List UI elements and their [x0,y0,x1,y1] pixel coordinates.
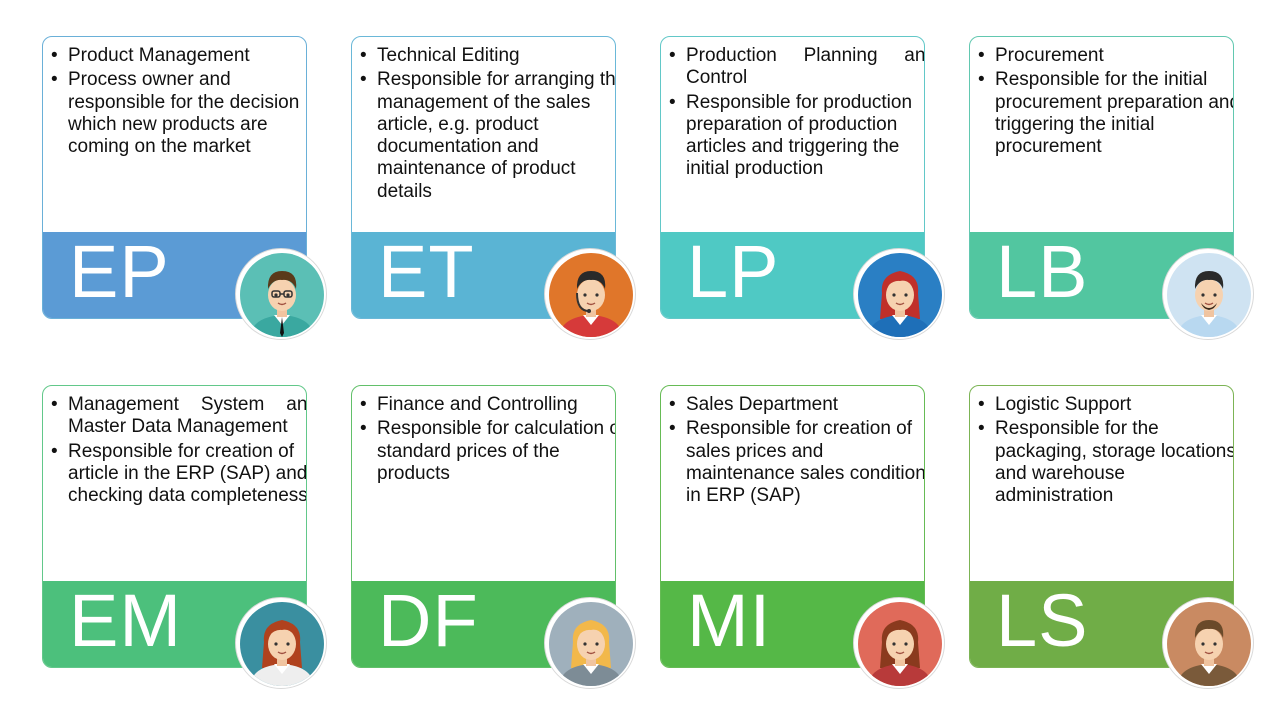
role-code: MI [687,579,772,662]
man-headset-icon-graphic [549,253,633,337]
role-title: Finance and Controlling [360,394,615,417]
woman-blonde-icon-graphic [549,602,633,686]
woman-long-hair-icon-graphic [240,602,324,686]
role-code: DF [378,579,479,662]
role-description: Responsible for the initial procurement … [978,69,1233,158]
role-bullets: Finance and Controlling Responsible for … [360,394,615,487]
role-title: Production Planning and Control [669,45,924,90]
man-beard-icon [1162,248,1254,340]
role-description: Responsible for the packaging, storage l… [978,418,1233,507]
man-headset-icon [544,248,636,340]
woman-curly-hair-icon-graphic [858,602,942,686]
role-code: EM [69,579,182,662]
woman-blonde-icon [544,597,636,689]
role-card-frame: Procurement Responsible for the initial … [969,36,1234,319]
woman-long-hair-icon [235,597,327,689]
man-glasses-icon [235,248,327,340]
role-description: Responsible for production preparation o… [669,92,924,181]
woman-curly-hair-icon [853,597,945,689]
role-bullets: Sales Department Responsible for creatio… [669,394,924,509]
man-brown-hair-icon-graphic [1167,602,1251,686]
role-card-df: Finance and Controlling Responsible for … [351,385,636,689]
role-card-et: Technical Editing Responsible for arrang… [351,36,636,340]
man-glasses-icon-graphic [240,253,324,337]
role-card-frame: Product Management Process owner and res… [42,36,307,319]
role-code: LP [687,230,780,313]
role-bullets: Technical Editing Responsible for arrang… [360,45,615,205]
role-code: EP [69,230,170,313]
role-card-ep: Product Management Process owner and res… [42,36,327,340]
man-brown-hair-icon [1162,597,1254,689]
role-bullets: Product Management Process owner and res… [51,45,306,160]
role-title: Logistic Support [978,394,1233,417]
role-card-lb: Procurement Responsible for the initial … [969,36,1254,340]
role-description: Responsible for arranging the management… [360,69,615,203]
role-bullets: Logistic Support Responsible for the pac… [978,394,1233,509]
role-title: Product Management [51,45,306,68]
role-card-lp: Production Planning and Control Responsi… [660,36,945,340]
role-bullets: Management System and Master Data Manage… [51,394,306,509]
role-title: Technical Editing [360,45,615,68]
role-card-em: Management System and Master Data Manage… [42,385,327,689]
role-title: Procurement [978,45,1233,68]
role-code: ET [378,230,475,313]
role-description: Responsible for creation of article in t… [51,441,306,508]
role-description: Process owner and responsible for the de… [51,69,306,158]
man-beard-icon-graphic [1167,253,1251,337]
role-card-mi: Sales Department Responsible for creatio… [660,385,945,689]
role-code: LS [996,579,1089,662]
role-title: Management System and Master Data Manage… [51,394,306,439]
role-title: Sales Department [669,394,924,417]
role-bullets: Procurement Responsible for the initial … [978,45,1233,160]
role-bullets: Production Planning and Control Responsi… [669,45,924,183]
role-description: Responsible for calculation of standard … [360,418,615,485]
woman-red-hair-icon-graphic [858,253,942,337]
role-description: Responsible for creation of sales prices… [669,418,924,507]
woman-red-hair-icon [853,248,945,340]
role-card-ls: Logistic Support Responsible for the pac… [969,385,1254,689]
role-code: LB [996,230,1089,313]
role-card-frame: Production Planning and Control Responsi… [660,36,925,319]
